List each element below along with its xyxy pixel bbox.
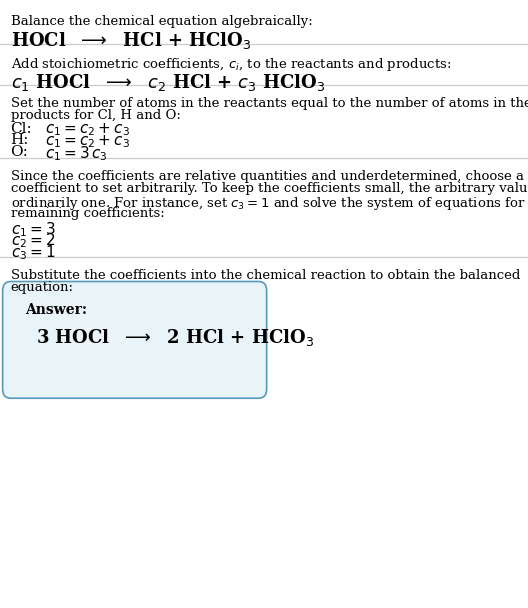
Text: Set the number of atoms in the reactants equal to the number of atoms in the: Set the number of atoms in the reactants… xyxy=(11,97,528,110)
Text: $c_1 = 3\,c_3$: $c_1 = 3\,c_3$ xyxy=(45,145,108,164)
Text: Substitute the coefficients into the chemical reaction to obtain the balanced: Substitute the coefficients into the che… xyxy=(11,269,520,282)
Text: 3 HOCl  $\longrightarrow$  2 HCl + HClO$_3$: 3 HOCl $\longrightarrow$ 2 HCl + HClO$_3… xyxy=(36,327,314,348)
Text: products for Cl, H and O:: products for Cl, H and O: xyxy=(11,109,181,122)
Text: $c_1 = c_2 + c_3$: $c_1 = c_2 + c_3$ xyxy=(45,133,130,150)
Text: Cl:: Cl: xyxy=(11,122,32,136)
Text: equation:: equation: xyxy=(11,281,73,294)
FancyBboxPatch shape xyxy=(3,282,267,398)
Text: $c_1 = 3$: $c_1 = 3$ xyxy=(11,220,55,239)
Text: $c_1$ HOCl  $\longrightarrow$  $c_2$ HCl + $c_3$ HClO$_3$: $c_1$ HOCl $\longrightarrow$ $c_2$ HCl +… xyxy=(11,72,325,93)
Text: Answer:: Answer: xyxy=(25,303,87,317)
Text: coefficient to set arbitrarily. To keep the coefficients small, the arbitrary va: coefficient to set arbitrarily. To keep … xyxy=(11,182,528,195)
Text: Balance the chemical equation algebraically:: Balance the chemical equation algebraica… xyxy=(11,15,312,28)
Text: Since the coefficients are relative quantities and underdetermined, choose a: Since the coefficients are relative quan… xyxy=(11,170,524,183)
Text: $c_1 = c_2 + c_3$: $c_1 = c_2 + c_3$ xyxy=(45,122,130,138)
Text: $c_3 = 1$: $c_3 = 1$ xyxy=(11,243,55,262)
Text: ordinarily one. For instance, set $c_3 = 1$ and solve the system of equations fo: ordinarily one. For instance, set $c_3 =… xyxy=(11,195,528,212)
Text: H:: H: xyxy=(11,133,29,147)
Text: O:: O: xyxy=(11,145,29,159)
Text: remaining coefficients:: remaining coefficients: xyxy=(11,207,164,219)
Text: $c_2 = 2$: $c_2 = 2$ xyxy=(11,232,55,250)
Text: Add stoichiometric coefficients, $c_i$, to the reactants and products:: Add stoichiometric coefficients, $c_i$, … xyxy=(11,56,451,73)
Text: HOCl  $\longrightarrow$  HCl + HClO$_3$: HOCl $\longrightarrow$ HCl + HClO$_3$ xyxy=(11,30,251,52)
